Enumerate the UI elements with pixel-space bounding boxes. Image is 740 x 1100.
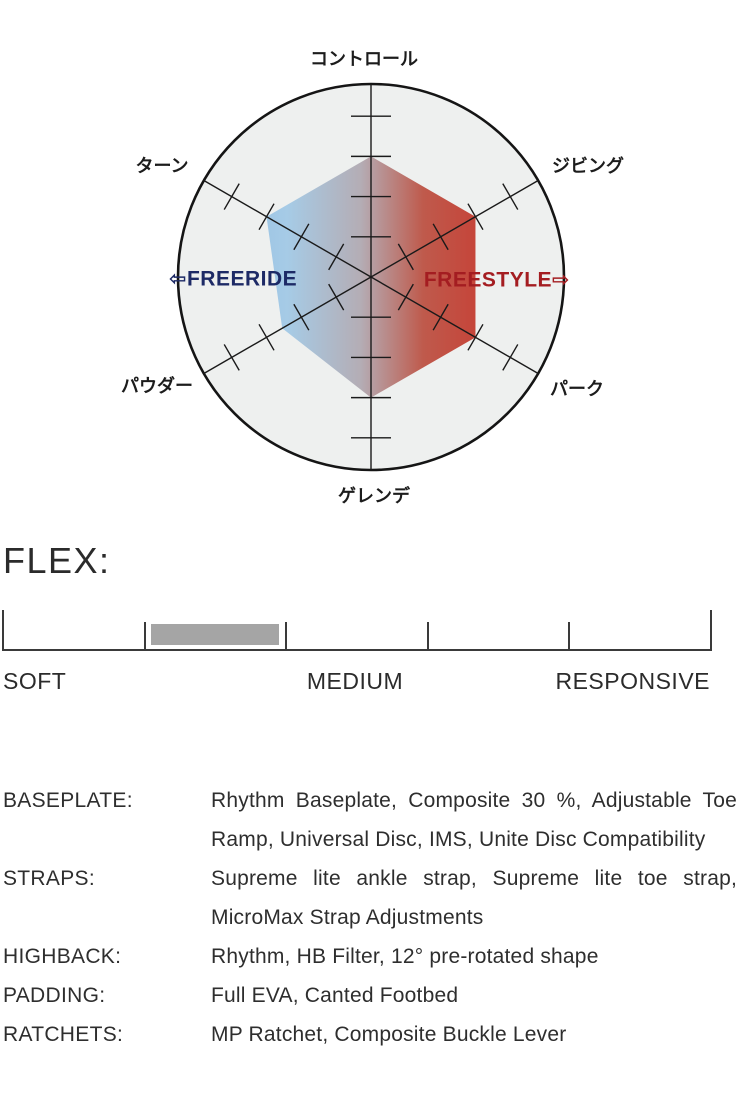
radar-axis-tick xyxy=(293,223,310,251)
spec-value: Supreme lite ankle strap, Supreme lite t… xyxy=(211,859,737,937)
radar-axis-tick xyxy=(223,344,240,371)
gauge-label-medium: MEDIUM xyxy=(306,668,404,694)
radar-axis-label-powder: パウダー xyxy=(121,376,193,397)
gauge-tick xyxy=(710,610,712,651)
freeride-annotation: ⇦FREERIDE xyxy=(168,267,298,291)
radar-axis-tick xyxy=(223,183,240,210)
flex-heading: FLEX: xyxy=(3,540,111,581)
spec-row: RATCHETS: MP Ratchet, Composite Buckle Le… xyxy=(3,1015,737,1054)
spec-row: BASEPLATE: Rhythm Baseplate, Composite 30… xyxy=(3,781,737,859)
freestyle-annotation: FREESTYLE⇨ xyxy=(423,268,571,292)
spec-row: STRAPS: Supreme lite ankle strap, Supreme… xyxy=(3,859,737,937)
gauge-baseline xyxy=(2,649,712,651)
spec-value-line: Rhythm Baseplate, Composite 30 %, Adjust… xyxy=(211,789,737,812)
radar-axis-tick xyxy=(397,283,414,311)
radar-svg xyxy=(176,82,566,472)
gauge-label-soft: SOFT xyxy=(3,668,67,694)
radar-axis-tick xyxy=(467,203,484,231)
gauge-tick xyxy=(143,622,146,651)
spec-value-line: MicroMax Strap Adjustments xyxy=(211,906,484,929)
radar-axis-label-control: コントロール xyxy=(310,49,418,70)
radar-axis-tick xyxy=(502,183,519,210)
radar-chart: コントロール ジビング パーク ゲレンデ パウダー ターン ⇦FREERIDE … xyxy=(0,0,740,520)
spec-table: BASEPLATE: Rhythm Baseplate, Composite 30… xyxy=(3,781,737,1054)
spec-value: Rhythm Baseplate, Composite 30 %, Adjust… xyxy=(211,781,737,859)
radar-axis-tick xyxy=(258,323,275,351)
spec-label: RATCHETS: xyxy=(3,1023,124,1046)
radar-axis-tick xyxy=(467,323,484,351)
flex-gauge xyxy=(2,610,712,651)
radar-axis-tick xyxy=(328,243,345,271)
gauge-label-responsive: RESPONSIVE xyxy=(555,668,710,694)
gauge-value-bar xyxy=(150,624,280,645)
radar-axis-tick xyxy=(432,303,449,331)
radar-axis-tick xyxy=(397,243,414,271)
spec-value-line: MP Ratchet, Composite Buckle Lever xyxy=(211,1023,567,1046)
spec-value: MP Ratchet, Composite Buckle Lever xyxy=(211,1015,737,1054)
spec-row: HIGHBACK: Rhythm, HB Filter, 12° pre-rota… xyxy=(3,937,737,976)
radar-axis-tick xyxy=(328,283,345,311)
radar-axis-tick xyxy=(502,344,519,371)
radar-axis-label-park: パーク xyxy=(550,379,604,400)
radar-axis-label-gelaende: ゲレンデ xyxy=(338,486,410,507)
radar-axis-label-jibbing: ジビング xyxy=(552,156,624,177)
spec-value: Full EVA, Canted Footbed xyxy=(211,976,737,1015)
gauge-tick xyxy=(568,622,571,651)
radar-axis-label-turn: ターン xyxy=(135,156,189,177)
gauge-tick xyxy=(2,610,4,651)
radar-axis-tick xyxy=(432,223,449,251)
gauge-tick xyxy=(426,622,429,651)
spec-label: PADDING: xyxy=(3,984,106,1007)
spec-label: STRAPS: xyxy=(3,867,95,890)
spec-value-line: Ramp, Universal Disc, IMS, Unite Disc Co… xyxy=(211,828,706,851)
radar-axis-tick xyxy=(258,203,275,231)
radar-axis-tick xyxy=(293,303,310,331)
spec-value-line: Supreme lite ankle strap, Supreme lite t… xyxy=(211,867,737,890)
spec-value: Rhythm, HB Filter, 12° pre-rotated shape xyxy=(211,937,737,976)
spec-value-line: Full EVA, Canted Footbed xyxy=(211,984,459,1007)
spec-value-line: Rhythm, HB Filter, 12° pre-rotated shape xyxy=(211,945,599,968)
gauge-labels: SOFT MEDIUM RESPONSIVE xyxy=(0,668,740,698)
gauge-tick xyxy=(285,622,288,651)
spec-label: HIGHBACK: xyxy=(3,945,122,968)
spec-label: BASEPLATE: xyxy=(3,789,133,812)
spec-row: PADDING: Full EVA, Canted Footbed xyxy=(3,976,737,1015)
